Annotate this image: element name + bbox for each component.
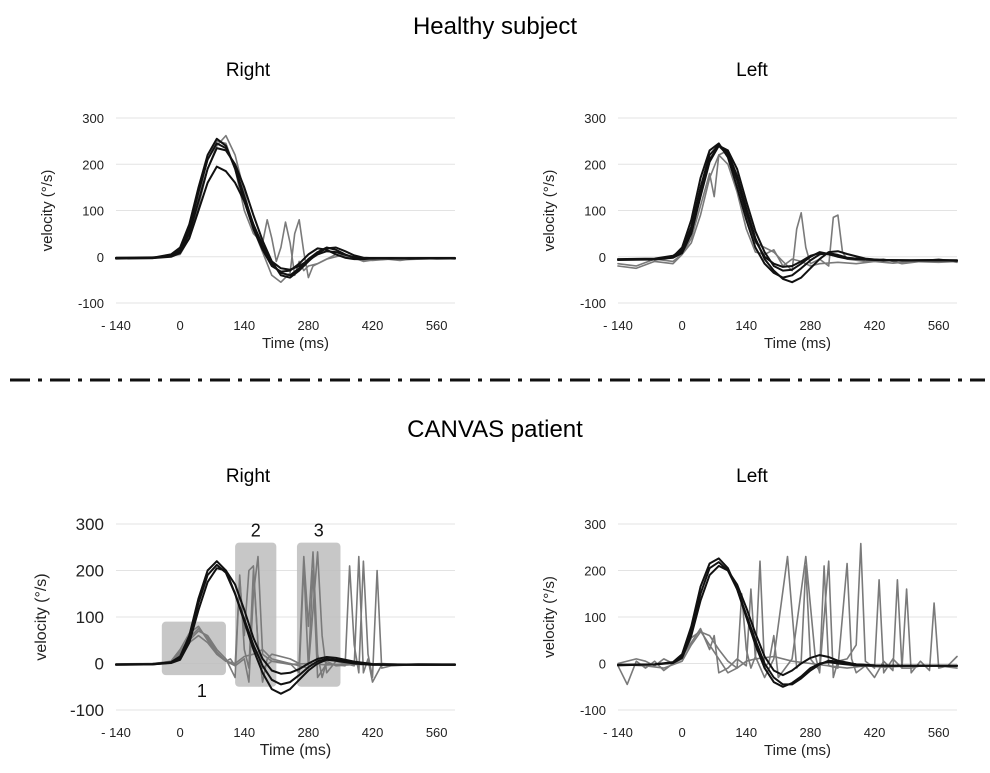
- y-tick-label: -100: [580, 296, 606, 311]
- x-tick-label: 560: [426, 725, 448, 740]
- x-tick-label: 280: [298, 318, 320, 333]
- y-tick-label: 0: [599, 657, 606, 672]
- y-tick-label: -100: [78, 296, 104, 311]
- y-tick-label: 200: [82, 157, 104, 172]
- series-line-grey: [617, 154, 958, 270]
- x-axis-label: Time (ms): [262, 335, 329, 352]
- series-line-grey: [617, 542, 958, 679]
- x-tick-label: - 140: [603, 318, 633, 333]
- series-line-grey: [617, 631, 958, 669]
- panel-title: Right: [226, 60, 271, 81]
- x-tick-label: 0: [177, 318, 184, 333]
- y-tick-label: 0: [599, 250, 606, 265]
- y-axis-label: velocity (°/s): [541, 170, 558, 252]
- panel-canvas-right: Right -100 0 100 200 300 - 140 0 140 280 420 560 Tim…: [33, 466, 456, 759]
- x-tick-label: 140: [735, 725, 757, 740]
- y-tick-label: 300: [584, 517, 606, 532]
- x-axis-label: Time (ms): [764, 742, 831, 759]
- x-tick-label: 280: [800, 725, 822, 740]
- highlight-box-1: [161, 621, 226, 676]
- series-line-dark: [617, 143, 958, 284]
- y-tick-label: 100: [584, 204, 606, 219]
- x-tick-label: 420: [362, 725, 384, 740]
- y-tick-label: 100: [76, 608, 104, 627]
- y-axis-label: velocity (°/s): [541, 576, 558, 658]
- x-tick-label: 280: [298, 725, 320, 740]
- highlight-box-label: 3: [314, 521, 324, 541]
- series-line-dark: [115, 567, 456, 675]
- y-tick-label: 100: [82, 204, 104, 219]
- highlight-box-label: 1: [197, 681, 207, 701]
- y-axis-label: velocity (°/s): [33, 573, 50, 660]
- x-tick-label: 0: [177, 725, 184, 740]
- series-line-dark: [617, 564, 958, 677]
- x-tick-label: 420: [864, 725, 886, 740]
- panel-healthy-right: Right -100 0 100 200 300 - 140 0 140 280 420 560 Tim…: [39, 60, 456, 352]
- panel-healthy-left: Left -100 0 100 200 300 - 140 0 140 280 420 560 Time…: [541, 60, 958, 352]
- series-line-grey: [115, 555, 456, 683]
- x-tick-label: 0: [679, 725, 686, 740]
- series-line-dark: [115, 137, 456, 273]
- x-tick-label: 140: [233, 318, 255, 333]
- panel-title: Left: [736, 466, 768, 487]
- y-tick-label: -100: [580, 703, 606, 718]
- y-tick-label: 300: [76, 515, 104, 534]
- x-axis-label: Time (ms): [764, 335, 831, 352]
- section-title-healthy: Healthy subject: [413, 13, 577, 40]
- panel-title: Right: [226, 466, 271, 487]
- panel-canvas-left: Left -100 0 100 200 300 - 140 0 140 280 420 560 Time…: [541, 466, 958, 759]
- y-tick-label: 100: [584, 610, 606, 625]
- series-line-dark: [115, 563, 456, 686]
- series-line-grey: [115, 134, 456, 283]
- x-tick-label: 0: [679, 318, 686, 333]
- y-tick-label: 200: [584, 564, 606, 579]
- x-tick-label: - 140: [101, 725, 131, 740]
- y-tick-label: -100: [70, 701, 104, 720]
- y-tick-label: 300: [584, 111, 606, 126]
- x-tick-label: 420: [362, 318, 384, 333]
- x-axis-label: Time (ms): [260, 742, 331, 759]
- y-tick-label: 300: [82, 111, 104, 126]
- y-tick-label: 200: [76, 562, 104, 581]
- series-line-dark: [617, 144, 958, 268]
- y-axis-label: velocity (°/s): [39, 170, 56, 252]
- x-tick-label: 140: [735, 318, 757, 333]
- highlight-box-label: 2: [251, 521, 261, 541]
- panel-title: Left: [736, 60, 768, 81]
- x-tick-label: 560: [426, 318, 448, 333]
- x-tick-label: 140: [233, 725, 255, 740]
- x-tick-label: 560: [928, 725, 950, 740]
- section-title-canvas: CANVAS patient: [407, 416, 583, 443]
- x-tick-label: 560: [928, 318, 950, 333]
- y-tick-label: 200: [584, 157, 606, 172]
- y-tick-label: 0: [97, 250, 104, 265]
- x-tick-label: - 140: [603, 725, 633, 740]
- x-tick-label: 420: [864, 318, 886, 333]
- y-tick-label: 0: [95, 655, 104, 674]
- series-line-dark: [617, 557, 958, 688]
- x-tick-label: 280: [800, 318, 822, 333]
- x-tick-label: - 140: [101, 318, 131, 333]
- series-line-dark: [115, 165, 456, 271]
